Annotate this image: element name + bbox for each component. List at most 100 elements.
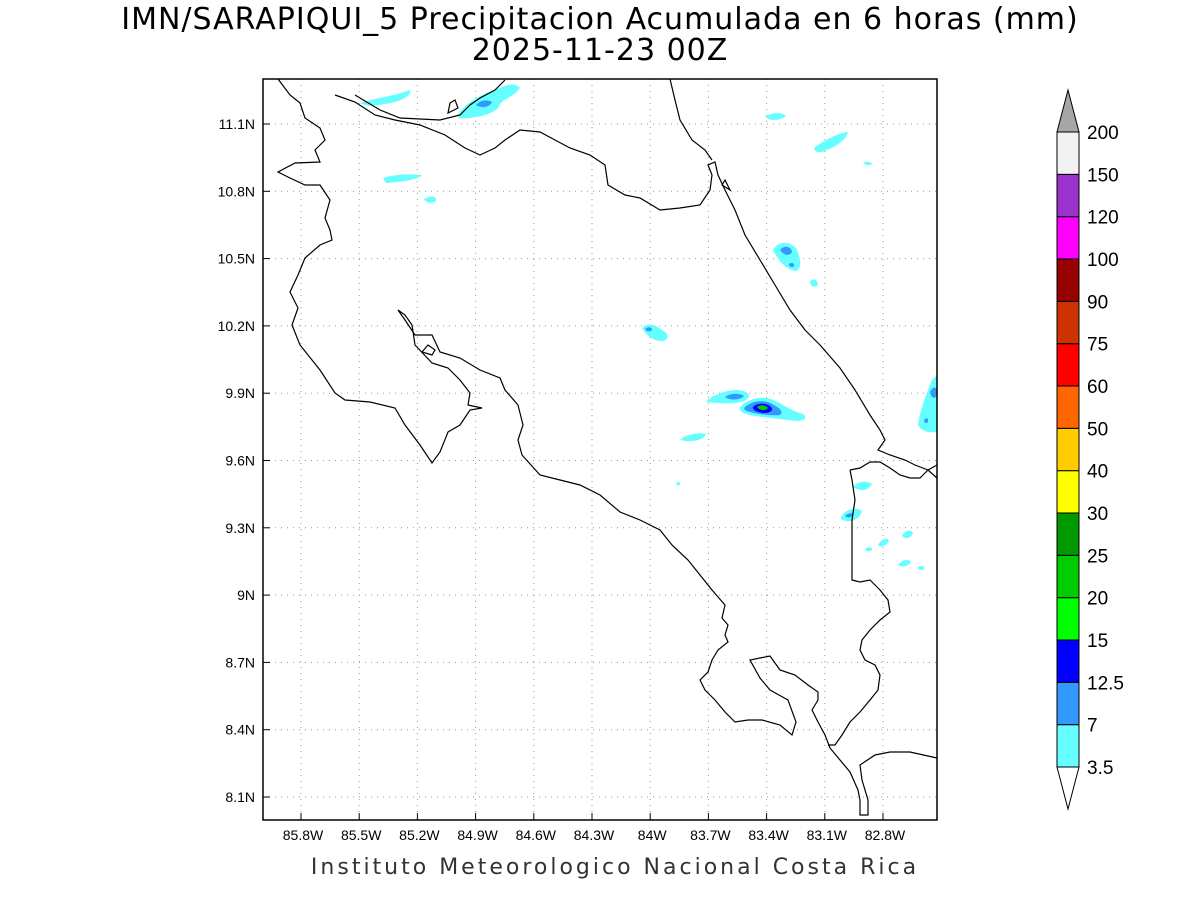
coast-small-detail (721, 178, 732, 192)
colorbar-swatch (1056, 427, 1080, 472)
lon-tick-label: 84W (638, 827, 668, 843)
precip-area (814, 132, 848, 153)
lat-tick-label: 8.1N (225, 789, 255, 805)
lon-tick-label: 82.8W (865, 827, 906, 843)
precip-area (924, 418, 929, 424)
colorbar-level-label: 100 (1087, 250, 1119, 271)
colorbar-level-label: 40 (1087, 462, 1108, 483)
lon-tick-label: 85.5W (341, 827, 382, 843)
colorbar-swatch (1056, 173, 1080, 218)
precip-area (918, 565, 925, 571)
map-title: IMN/SARAPIQUI_5 Precipitacion Acumulada … (121, 2, 1079, 37)
colorbar-swatch (1056, 639, 1080, 683)
coast-small-detail (420, 344, 436, 356)
colorbar-level-label: 60 (1087, 377, 1108, 398)
precip-area (680, 433, 706, 442)
colorbar: 3.5 7 12.5 15 20 25 30 40 50 60 75 90 100 120 150 200 (1056, 88, 1124, 811)
colorbar-level-label: 12.5 (1087, 673, 1124, 694)
coastlines (276, 78, 938, 816)
colorbar-swatch (1056, 681, 1080, 726)
precip-area (865, 547, 873, 552)
precip-area (878, 538, 889, 547)
precip-area (902, 530, 913, 539)
colorbar-level-label: 15 (1087, 631, 1108, 652)
precip-area (810, 279, 818, 287)
precip-area (360, 90, 411, 106)
lat-tick-label: 9.9N (225, 385, 255, 401)
precip-area (424, 196, 437, 203)
colorbar-swatch (1056, 300, 1080, 345)
lon-tick-label: 83.4W (748, 827, 789, 843)
lon-tick-label: 83.1W (807, 827, 848, 843)
lat-tick-label: 9.6N (225, 453, 255, 469)
map-frame (262, 78, 938, 821)
colorbar-swatch (1056, 258, 1080, 302)
lat-tick-label: 9N (237, 587, 255, 603)
map-grid (263, 79, 937, 820)
colorbar-swatch (1056, 554, 1080, 599)
colorbar-swatch (1056, 131, 1080, 175)
colorbar-swatch (1056, 470, 1080, 514)
precip-area (383, 174, 422, 183)
colorbar-level-label: 75 (1087, 335, 1108, 356)
precipitation-areas (360, 84, 937, 571)
panama-border (828, 461, 938, 746)
pacific-coast (276, 78, 938, 816)
colorbar-swatch (1056, 597, 1080, 641)
colorbar-swatch (1056, 512, 1080, 556)
precip-area (853, 481, 872, 491)
colorbar-level-label: 3.5 (1087, 758, 1113, 779)
colorbar-level-label: 50 (1087, 419, 1108, 440)
colorbar-level-label: 120 (1087, 208, 1119, 229)
colorbar-swatch (1056, 385, 1080, 429)
colorbar-level-label: 90 (1087, 292, 1108, 313)
lon-tick-label: 84.6W (516, 827, 557, 843)
precip-area (845, 513, 853, 518)
lon-tick-label: 84.3W (574, 827, 615, 843)
colorbar-level-label: 30 (1087, 504, 1108, 525)
precip-area (476, 100, 492, 108)
lat-tick-label: 8.7N (225, 654, 255, 670)
precip-area (676, 481, 681, 486)
tick-marks (263, 123, 884, 820)
colorbar-level-label: 20 (1087, 589, 1108, 610)
precip-area (645, 327, 652, 332)
precip-area (863, 161, 872, 166)
lat-tick-label: 11.1N (219, 116, 255, 132)
precip-area (765, 113, 786, 120)
colorbar-swatch (1056, 216, 1080, 260)
precip-area (789, 262, 795, 268)
lat-tick-label: 10.5N (218, 251, 255, 267)
colorbar-level-label: 150 (1087, 165, 1119, 186)
nicaragua-shore (354, 78, 713, 161)
latitude-labels: 11.1N 10.8N 10.5N 10.2N 9.9N 9.6N 9.3N 9N 8.7N 8.… (218, 116, 255, 805)
longitude-labels: 85.8W 85.5W 85.2W 84.9W 84.6W 84.3W 84W 83.7W 83… (283, 827, 906, 843)
lon-tick-label: 85.8W (283, 827, 324, 843)
colorbar-lower-arrow (1056, 766, 1080, 811)
colorbar-level-label: 7 (1087, 716, 1098, 737)
lon-tick-label: 83.7W (690, 827, 731, 843)
coast-small-detail (447, 99, 459, 115)
precip-area (918, 375, 937, 433)
lat-tick-label: 8.4N (225, 722, 255, 738)
lat-tick-label: 9.3N (225, 520, 255, 536)
precip-area (725, 393, 744, 400)
colorbar-swatch (1056, 724, 1080, 768)
precip-area (930, 387, 937, 398)
lat-tick-label: 10.2N (218, 318, 255, 334)
map-timestamp: 2025-11-23 00Z (471, 33, 729, 68)
colorbar-level-label: 25 (1087, 546, 1108, 567)
precip-area (898, 559, 911, 567)
precip-area (780, 246, 792, 255)
colorbar-upper-arrow (1056, 88, 1080, 133)
lon-tick-label: 84.9W (457, 827, 498, 843)
colorbar-level-label: 200 (1087, 123, 1119, 144)
lon-tick-label: 85.2W (399, 827, 440, 843)
colorbar-swatch (1056, 343, 1080, 387)
caribbean-coast (334, 94, 938, 479)
lat-tick-label: 10.8N (218, 183, 255, 199)
precip-area (757, 405, 768, 411)
footer-credit: Instituto Meteorologico Nacional Costa R… (310, 855, 920, 880)
precip-area (642, 324, 668, 342)
